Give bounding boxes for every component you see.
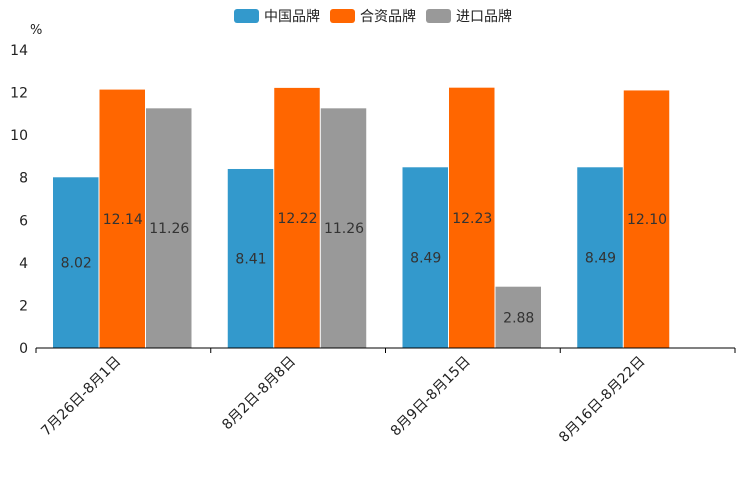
y-tick-label-5: 10 <box>10 128 28 144</box>
y-tick-label-3: 6 <box>19 213 28 229</box>
y-axis-ticks: 0 2 4 6 8 10 12 14 <box>10 43 28 357</box>
bar-1-1 <box>274 87 320 348</box>
data-label-1-3: 12.10 <box>627 212 667 228</box>
bar-1-0 <box>99 89 145 348</box>
bars <box>53 87 670 348</box>
data-label-1-1: 12.22 <box>277 211 317 227</box>
y-tick-label-0: 0 <box>19 341 28 357</box>
data-label-0-2: 8.49 <box>410 251 441 267</box>
x-tick-label-1: 8月2日-8月8日 <box>219 354 299 434</box>
data-label-2-0: 11.26 <box>149 221 189 237</box>
y-tick-label-7: 14 <box>10 43 28 59</box>
data-label-2-2: 2.88 <box>503 310 534 326</box>
legend-swatch-1 <box>330 9 355 23</box>
y-tick-label-6: 12 <box>10 86 28 102</box>
y-tick-label-2: 4 <box>19 256 28 272</box>
data-label-0-0: 8.02 <box>61 256 92 272</box>
bar-1-2 <box>449 87 495 348</box>
bar-0-3 <box>577 167 623 348</box>
data-label-2-1: 11.26 <box>324 221 364 237</box>
legend-swatch-0 <box>234 9 259 23</box>
x-axis-ticks: 7月26日-8月1日 8月2日-8月8日 8月9日-8月15日 8月16日-8月22日 <box>35 348 736 446</box>
bar-2-0 <box>146 108 192 348</box>
data-label-0-3: 8.49 <box>585 251 616 267</box>
bar-2-1 <box>320 108 367 348</box>
x-tick-label-2: 8月9日-8月15日 <box>388 354 474 440</box>
bar-0-0 <box>53 177 99 348</box>
y-tick-label-4: 8 <box>19 171 28 187</box>
data-labels: 8.02 12.14 11.26 8.41 12.22 11.26 8.49 12.23 2.8… <box>61 211 667 327</box>
data-label-1-2: 12.23 <box>452 211 492 227</box>
legend: 中国品牌 合资品牌 进口品牌 <box>234 8 512 25</box>
x-tick-label-0: 7月26日-8月1日 <box>38 354 124 440</box>
data-label-1-0: 12.14 <box>103 212 143 228</box>
data-label-0-1: 8.41 <box>235 251 266 267</box>
legend-label-2: 进口品牌 <box>456 8 512 25</box>
legend-swatch-2 <box>426 9 451 23</box>
y-tick-label-1: 2 <box>19 298 28 314</box>
y-axis-unit-label: % <box>30 23 42 38</box>
bar-0-2 <box>402 167 448 348</box>
x-tick-label-3: 8月16日-8月22日 <box>556 354 648 446</box>
legend-label-1: 合资品牌 <box>360 8 416 25</box>
bar-1-3 <box>623 90 670 348</box>
bar-2-2 <box>495 286 541 348</box>
bar-0-1 <box>227 168 274 348</box>
legend-label-0: 中国品牌 <box>264 8 320 25</box>
